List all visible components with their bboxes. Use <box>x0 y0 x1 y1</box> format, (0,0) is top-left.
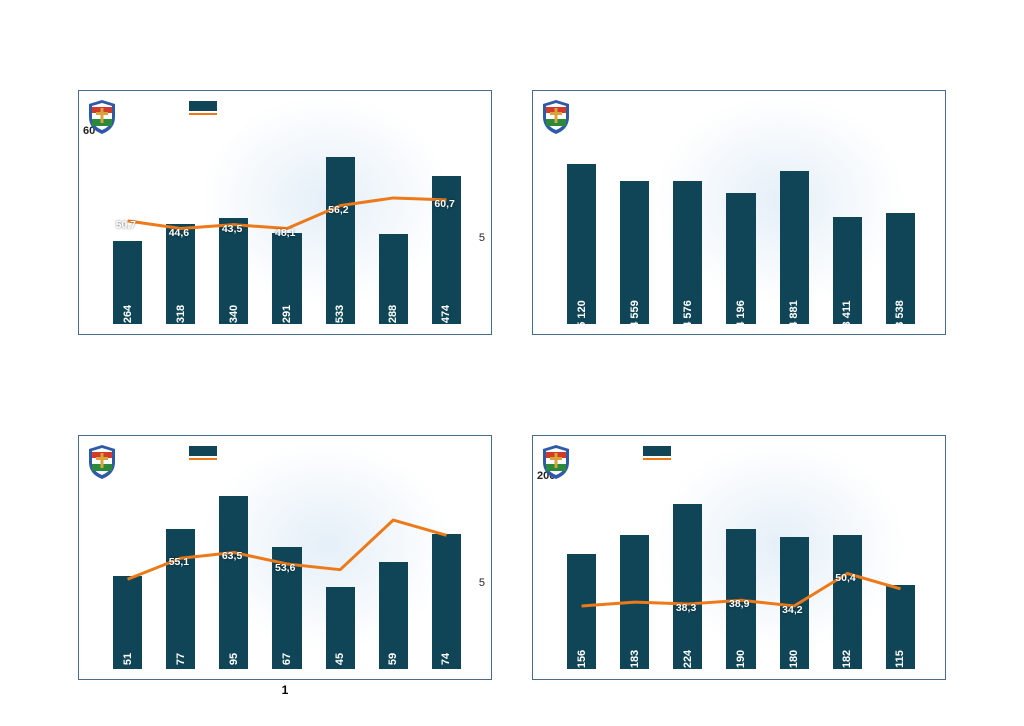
line-value-label: 56,2 <box>328 204 348 216</box>
legend-bar-swatch <box>189 446 217 456</box>
panel-top-left: 60526431834029153328847450,744,643,548,1… <box>78 90 492 335</box>
chart-area: 15618322419018018211538,338,934,250,4 <box>555 478 927 669</box>
legend-line-swatch <box>189 113 217 115</box>
y-axis-right-label: 5 <box>479 232 485 244</box>
panel-bottom-left: 55177956745597455,163,553,61 <box>78 435 492 680</box>
police-shield-icon <box>541 444 571 480</box>
panel-bottom-right: 20015618322419018018211538,338,934,250,4 <box>532 435 946 680</box>
line-value-label: 53,6 <box>275 562 295 574</box>
bar: 3 538 <box>886 213 915 324</box>
line-value-label: 34,2 <box>782 604 802 616</box>
legend-bar-swatch <box>189 101 217 111</box>
bar: 3 411 <box>833 217 862 324</box>
line-value-label: 38,3 <box>676 602 696 614</box>
bar-value-label: 4 881 <box>788 300 800 328</box>
bar-value-label: 3 411 <box>841 301 853 328</box>
line-value-label: 43,5 <box>222 223 242 235</box>
police-shield-icon <box>87 444 117 480</box>
bars-container: 5 120 4 559 4 576 4 196 4 881 3 411 3 538 <box>555 133 927 324</box>
chart-area: 5177956745597455,163,553,6 <box>101 478 473 669</box>
line-value-label: 55,1 <box>169 556 189 568</box>
chart-grid: 60526431834029153328847450,744,643,548,1… <box>78 90 946 680</box>
y-axis-right-label: 5 <box>479 577 485 589</box>
bar: 5 120 <box>567 164 596 324</box>
legend-line-swatch <box>189 458 217 460</box>
police-shield-icon <box>87 99 117 135</box>
bar: 4 881 <box>780 171 809 324</box>
bar-value-label: 4 559 <box>629 300 641 328</box>
bar: 4 559 <box>620 181 649 324</box>
line-value-label: 63,5 <box>222 550 242 562</box>
legend-bar-swatch <box>643 446 671 456</box>
bar: 4 576 <box>673 181 702 324</box>
bar-value-label: 5 120 <box>576 300 588 328</box>
chart-legend <box>189 101 217 117</box>
bar: 4 196 <box>726 193 755 324</box>
chart-legend <box>643 446 671 462</box>
legend-line-swatch <box>643 458 671 460</box>
bar-value-label: 4 576 <box>682 300 694 328</box>
line-value-label: 60,7 <box>434 198 454 210</box>
panel-top-right: 5 120 4 559 4 576 4 196 4 881 3 411 3 538 <box>532 90 946 335</box>
line-value-label: 48,1 <box>275 227 295 239</box>
panel-footnote: 1 <box>282 683 289 697</box>
bar-value-label: 4 196 <box>735 300 747 328</box>
chart-legend <box>189 446 217 462</box>
chart-area: 5 120 4 559 4 576 4 196 4 881 3 411 3 538 <box>555 133 927 324</box>
bar-value-label: 3 538 <box>894 300 906 328</box>
line-value-label: 50,7 <box>116 219 136 231</box>
line-value-label: 44,6 <box>169 227 189 239</box>
trend-line <box>555 478 927 669</box>
chart-area: 26431834029153328847450,744,643,548,156,… <box>101 133 473 324</box>
line-value-label: 38,9 <box>729 598 749 610</box>
police-shield-icon <box>541 99 571 135</box>
line-value-label: 50,4 <box>835 572 855 584</box>
